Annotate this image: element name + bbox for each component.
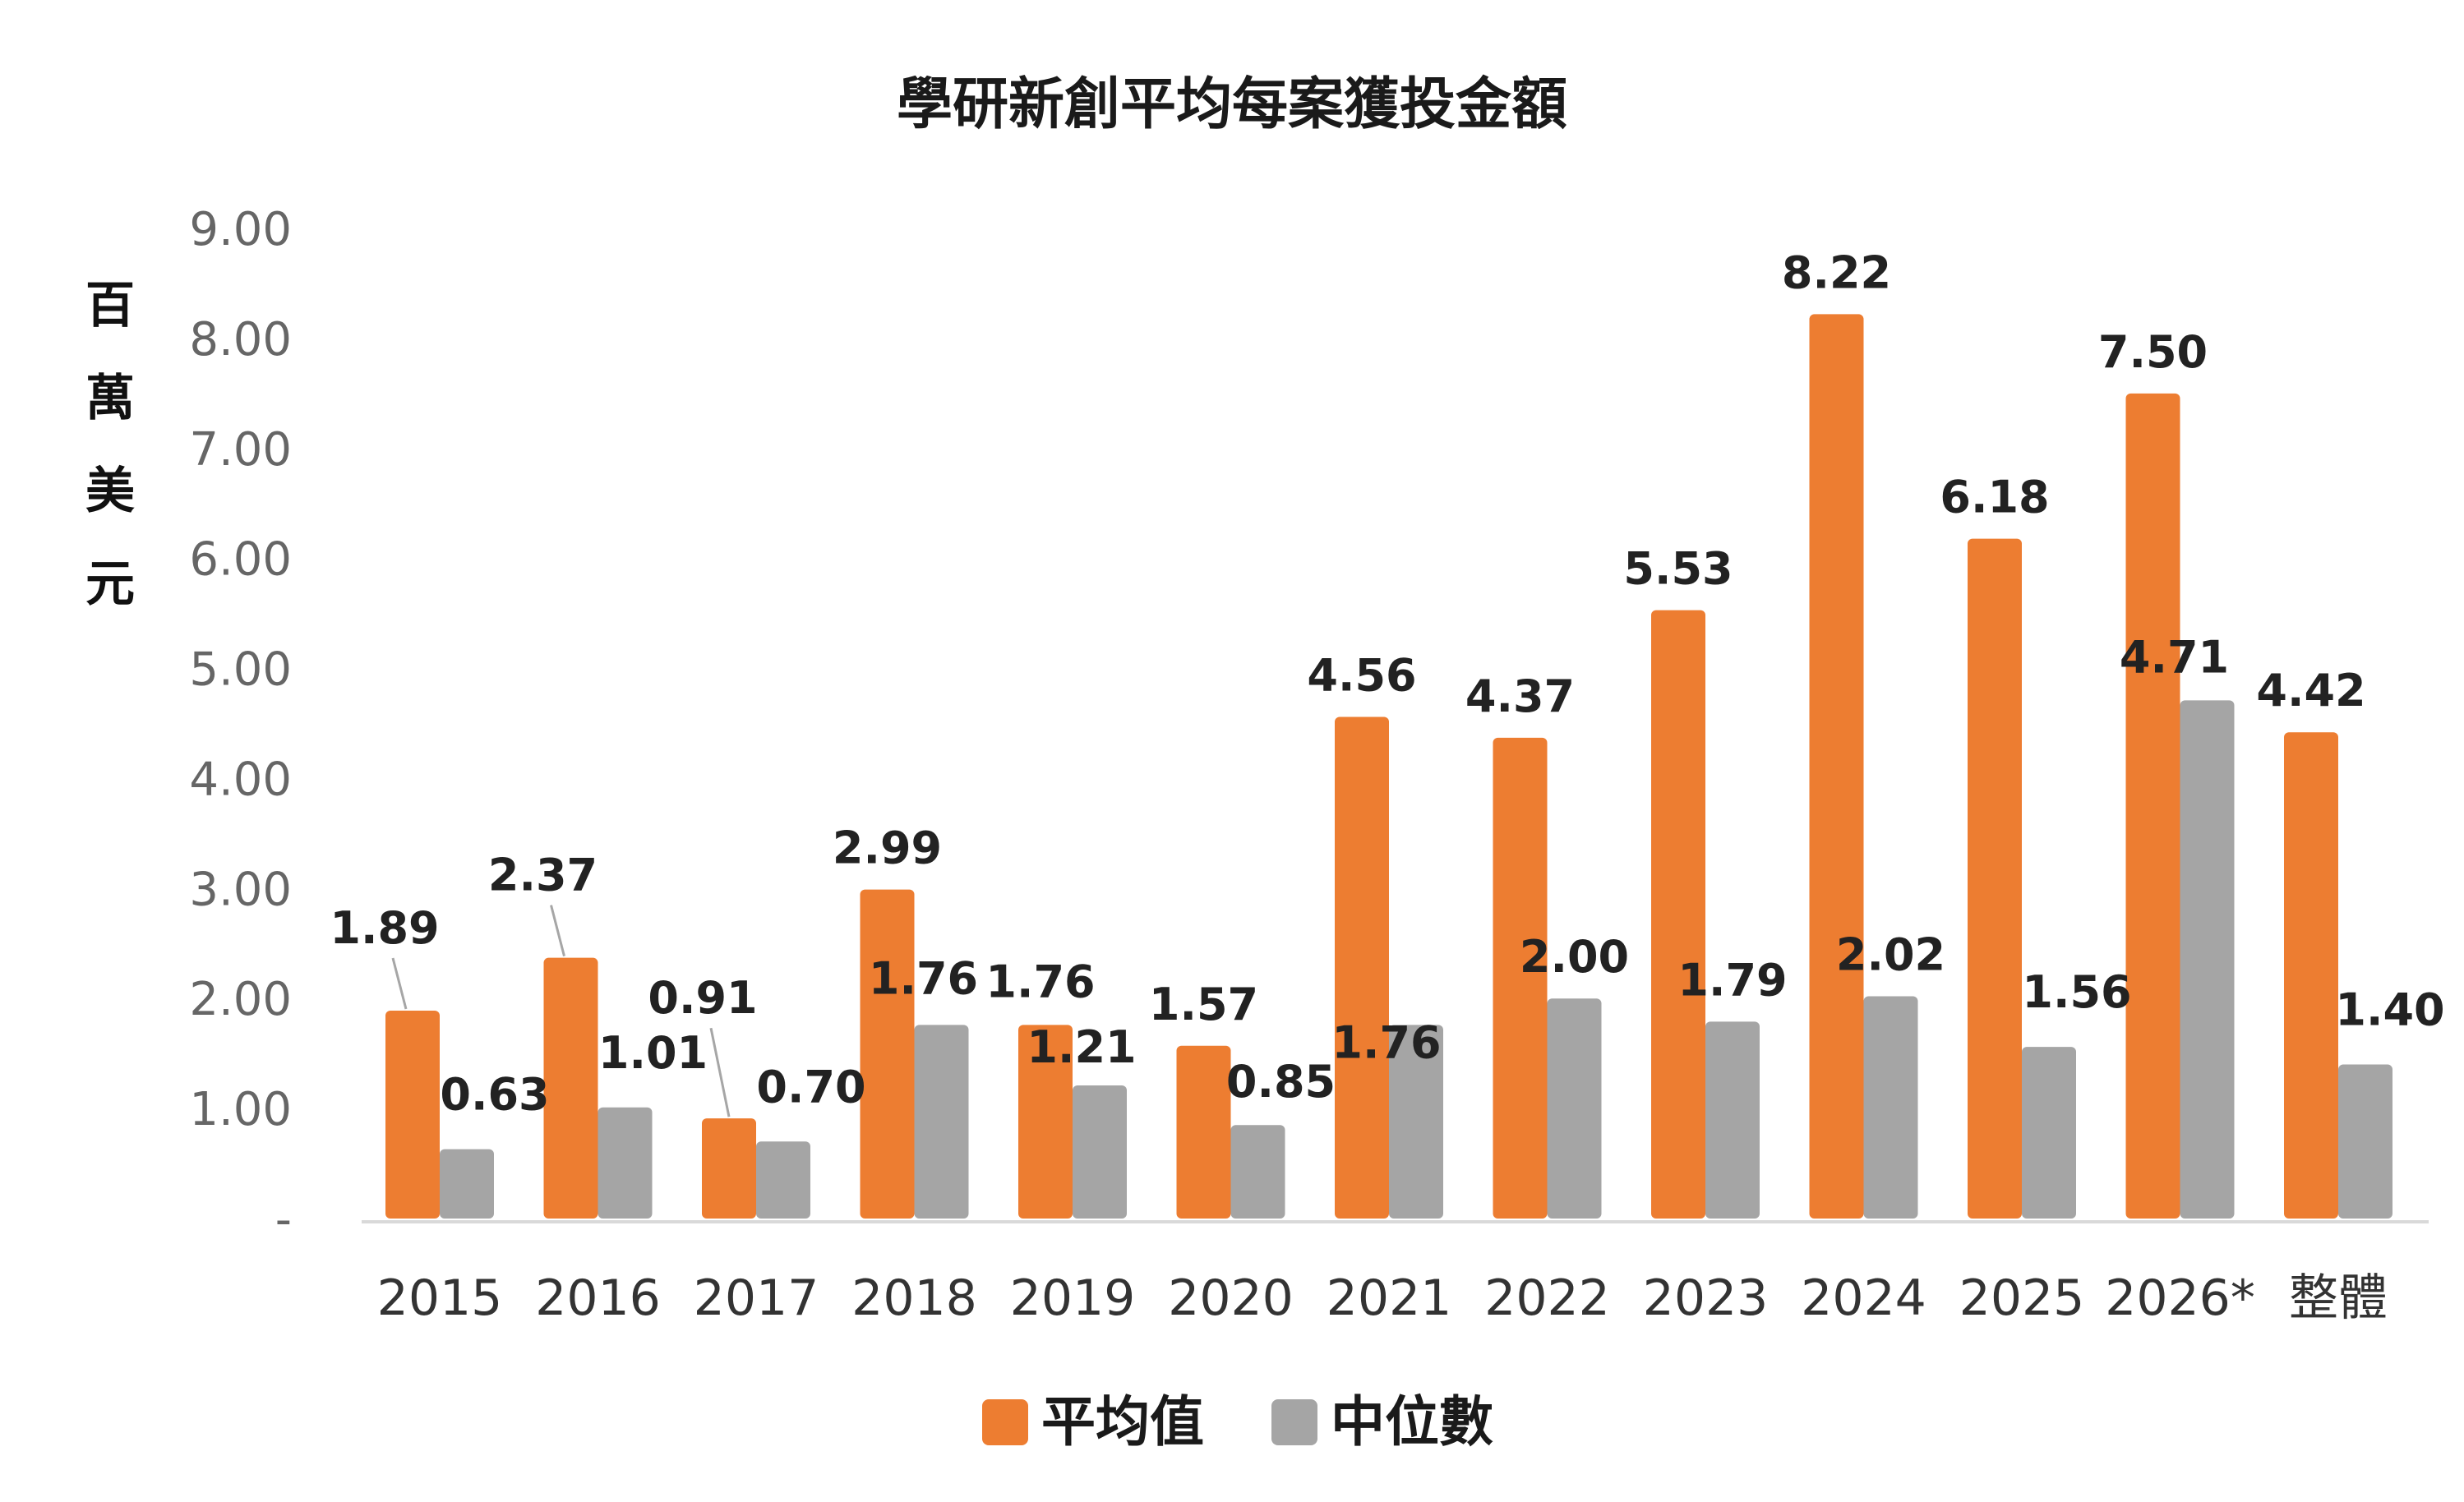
y-tick-label: 8.00 (189, 313, 292, 366)
bar-median (1389, 1025, 1443, 1219)
y-tick-label: - (275, 1193, 292, 1246)
bar-average (1176, 1045, 1231, 1219)
y-tick-label: 4.00 (189, 753, 292, 806)
bar-average (702, 1118, 756, 1219)
data-label-median: 1.56 (2022, 966, 2131, 1018)
data-label-average: 8.22 (1782, 246, 1891, 298)
leader-line (709, 1027, 731, 1117)
x-axis-ticks: 2015 2016 2017 2018 2019 2020 2021 2022 2023 2024… (377, 1269, 2388, 1327)
label-leader-lines (391, 905, 731, 1117)
data-label-median: 2.02 (1836, 929, 1945, 981)
data-label-average: 4.56 (1307, 649, 1416, 701)
x-tick-label: 整體 (2289, 1269, 2388, 1327)
x-tick-label: 2015 (377, 1269, 503, 1327)
data-label-average: 1.89 (330, 902, 439, 954)
leader-line (391, 957, 408, 1010)
x-tick-label: 2026* (2105, 1269, 2255, 1327)
data-label-median: 1.21 (1027, 1021, 1136, 1073)
data-label-median: 1.01 (598, 1027, 708, 1079)
legend-swatch (982, 1399, 1028, 1445)
data-label-median: 1.79 (1677, 954, 1787, 1006)
y-tick-label: 9.00 (189, 203, 292, 256)
bar-median (1547, 998, 1602, 1219)
bar-median (756, 1141, 810, 1219)
data-label-average: 1.57 (1149, 979, 1258, 1030)
bar-average (860, 889, 915, 1219)
data-label-median: 1.76 (869, 952, 978, 1004)
bar-average (385, 1010, 440, 1219)
x-tick-label: 2018 (851, 1269, 977, 1327)
data-label-median: 0.63 (440, 1069, 549, 1121)
legend: 平均值 中位數 (982, 1390, 1493, 1454)
data-labels: 1.890.632.371.010.910.702.991.76 1.761.21… (330, 246, 2444, 1120)
x-tick-label: 2025 (1959, 1269, 2085, 1327)
y-axis-label-char: 萬 (85, 370, 135, 427)
bar-average (1493, 737, 1548, 1219)
x-tick-label: 2017 (694, 1269, 819, 1327)
data-label-average: 6.18 (1940, 472, 2049, 523)
bar-median (440, 1149, 494, 1219)
x-tick-label: 2019 (1010, 1269, 1136, 1327)
data-label-median: 2.00 (1520, 931, 1629, 983)
y-tick-label: 6.00 (189, 533, 292, 587)
bar-average (2284, 732, 2338, 1219)
bar-average (1809, 314, 1864, 1219)
bar-median (1230, 1125, 1285, 1219)
bar-median (914, 1025, 969, 1219)
data-label-median: 0.85 (1226, 1056, 1336, 1108)
x-tick-label: 2024 (1801, 1269, 1926, 1327)
y-tick-label: 2.00 (189, 973, 292, 1026)
y-tick-label: 5.00 (189, 643, 292, 697)
bar-average (1018, 1025, 1073, 1219)
bar-median (1863, 996, 1918, 1219)
data-label-average: 1.76 (985, 956, 1095, 1007)
x-tick-label: 2022 (1484, 1269, 1610, 1327)
data-label-median: 1.76 (1331, 1016, 1441, 1068)
y-axis-ticks: - 1.00 2.00 3.00 4.00 5.00 6.00 7.00 8.00 9.00 (189, 203, 292, 1246)
data-label-median: 0.70 (756, 1061, 865, 1113)
x-tick-label: 2021 (1327, 1269, 1452, 1327)
y-axis-label-char: 百 (85, 277, 135, 334)
x-tick-label: 2016 (535, 1269, 661, 1327)
leader-line (550, 905, 565, 957)
bar-average (1335, 716, 1389, 1219)
bar-median (2180, 700, 2235, 1219)
bar-median (2338, 1064, 2392, 1219)
y-tick-label: 3.00 (189, 863, 292, 916)
data-label-average: 0.91 (648, 972, 757, 1024)
data-label-average: 2.37 (488, 850, 598, 901)
y-tick-label: 1.00 (189, 1083, 292, 1136)
bar-median (2022, 1047, 2076, 1219)
bars (385, 314, 2392, 1219)
data-label-median: 4.71 (2120, 631, 2229, 683)
bar-median (1705, 1021, 1760, 1219)
data-label-average: 2.99 (833, 822, 942, 874)
x-tick-label: 2020 (1168, 1269, 1294, 1327)
y-tick-label: 7.00 (189, 423, 292, 477)
data-label-average: 4.37 (1465, 670, 1575, 722)
y-axis-label-char: 元 (85, 555, 135, 613)
bar-median (598, 1107, 653, 1219)
data-label-average: 5.53 (1623, 543, 1733, 595)
chart-title: 學研新創平均每案獲投金額 (897, 72, 1567, 137)
legend-swatch (1271, 1399, 1317, 1445)
data-label-average: 7.50 (2098, 326, 2208, 378)
legend-label: 平均值 (1041, 1390, 1204, 1454)
bar-average (2125, 393, 2180, 1219)
bar-average (1651, 610, 1705, 1219)
bar-average (1968, 538, 2022, 1219)
legend-label: 中位數 (1331, 1390, 1493, 1454)
bar-average (543, 957, 598, 1219)
bar-median (1073, 1085, 1127, 1219)
data-label-average: 4.42 (2256, 665, 2365, 716)
data-label-median: 1.40 (2335, 984, 2444, 1036)
y-axis-label-char: 美 (85, 463, 135, 520)
x-tick-label: 2023 (1643, 1269, 1769, 1327)
